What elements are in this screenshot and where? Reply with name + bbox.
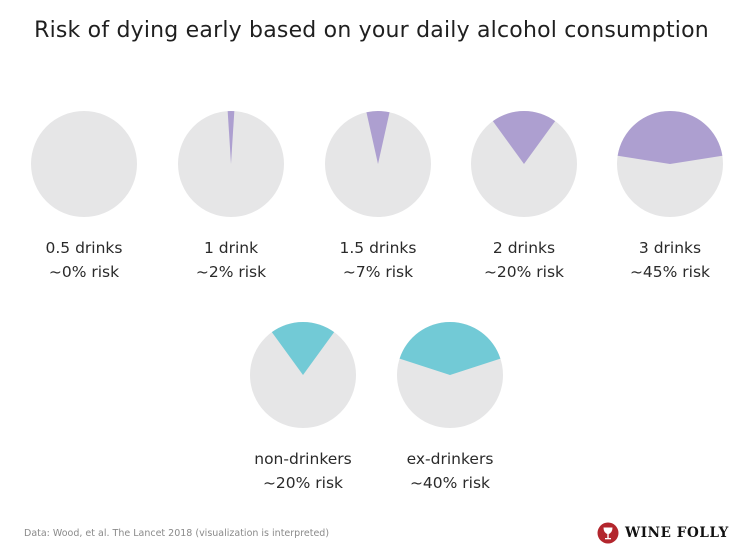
pie-label: 2 drinks	[493, 239, 555, 257]
pie-risk-label: ~45% risk	[630, 263, 710, 281]
pie-base	[31, 111, 137, 217]
pie-risk-label: ~7% risk	[343, 263, 413, 281]
wine-folly-logo-icon	[597, 522, 619, 544]
pie-label: 1 drink	[204, 239, 258, 257]
pie-label: 3 drinks	[639, 239, 701, 257]
pie-ex-drinkers: ex-drinkers ~40% risk	[397, 321, 503, 492]
pie-slice-risk	[271, 321, 335, 375]
brand-name: WINE FOLLY	[625, 525, 729, 541]
pie-slice-risk	[492, 110, 556, 164]
pie-risk-label: ~40% risk	[410, 474, 490, 492]
pie-slice-risk	[617, 110, 723, 164]
pie-label: 0.5 drinks	[46, 239, 123, 257]
pie-label: non-drinkers	[254, 450, 351, 468]
chart-title: Risk of dying early based on your daily …	[34, 18, 709, 43]
pie-1-drink: 1 drink ~2% risk	[178, 110, 284, 281]
pie-risk-label: ~20% risk	[484, 263, 564, 281]
pie-slice-risk	[399, 321, 501, 375]
pie-risk-label: ~0% risk	[49, 263, 119, 281]
pie-1-5-drinks: 1.5 drinks ~7% risk	[325, 111, 431, 281]
pie-2-drinks: 2 drinks ~20% risk	[471, 110, 577, 281]
pie-slice-risk	[366, 111, 390, 164]
pie-slice-risk	[227, 110, 235, 164]
pie-0-5-drinks: 0.5 drinks ~0% risk	[31, 111, 137, 281]
brand-logo: WINE FOLLY	[597, 520, 729, 546]
pie-non-drinkers: non-drinkers ~20% risk	[250, 321, 356, 492]
pie-label: 1.5 drinks	[340, 239, 417, 257]
pie-risk-label: ~2% risk	[196, 263, 266, 281]
pie-label: ex-drinkers	[407, 450, 494, 468]
data-source-note: Data: Wood, et al. The Lancet 2018 (visu…	[24, 528, 330, 539]
pie-risk-label: ~20% risk	[263, 474, 343, 492]
pie-3-drinks: 3 drinks ~45% risk	[617, 110, 723, 281]
